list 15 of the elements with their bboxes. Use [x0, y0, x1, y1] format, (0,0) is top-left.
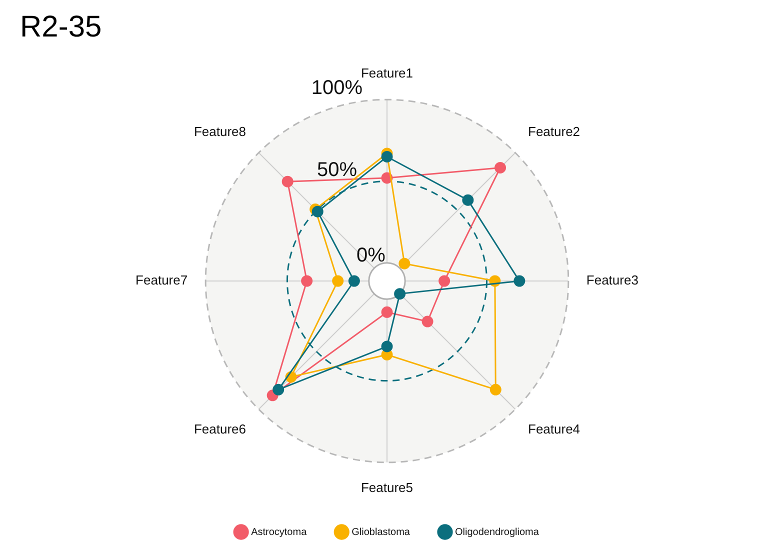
spoke-label: Feature3: [586, 272, 638, 288]
legend-label: Oligodendroglioma: [454, 526, 540, 538]
chart-title: R2-35: [20, 10, 102, 44]
spoke-label: Feature6: [194, 421, 246, 436]
spoke-label: Feature2: [528, 124, 580, 139]
legend-label: Glioblastoma: [352, 526, 410, 538]
legend-label: Astrocytoma: [251, 526, 308, 538]
spoke-label: Feature7: [136, 272, 188, 288]
spoke-label: Feature5: [360, 480, 414, 495]
y-tick-label: 100%: [311, 77, 363, 100]
spoke-label: Feature8: [194, 124, 246, 139]
spoke-label: Feature1: [360, 65, 414, 80]
y-tick-label: 50%: [316, 158, 358, 181]
spoke-label: Feature4: [528, 421, 580, 436]
y-tick-label: 0%: [356, 244, 386, 266]
